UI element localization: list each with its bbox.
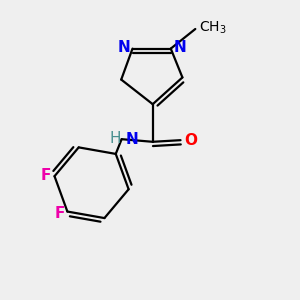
- Text: H: H: [109, 131, 121, 146]
- Text: N: N: [173, 40, 186, 55]
- Text: N: N: [117, 40, 130, 55]
- Text: N: N: [126, 132, 138, 147]
- Text: CH$_3$: CH$_3$: [199, 20, 226, 36]
- Text: F: F: [54, 206, 65, 221]
- Text: O: O: [184, 133, 197, 148]
- Text: F: F: [40, 168, 51, 183]
